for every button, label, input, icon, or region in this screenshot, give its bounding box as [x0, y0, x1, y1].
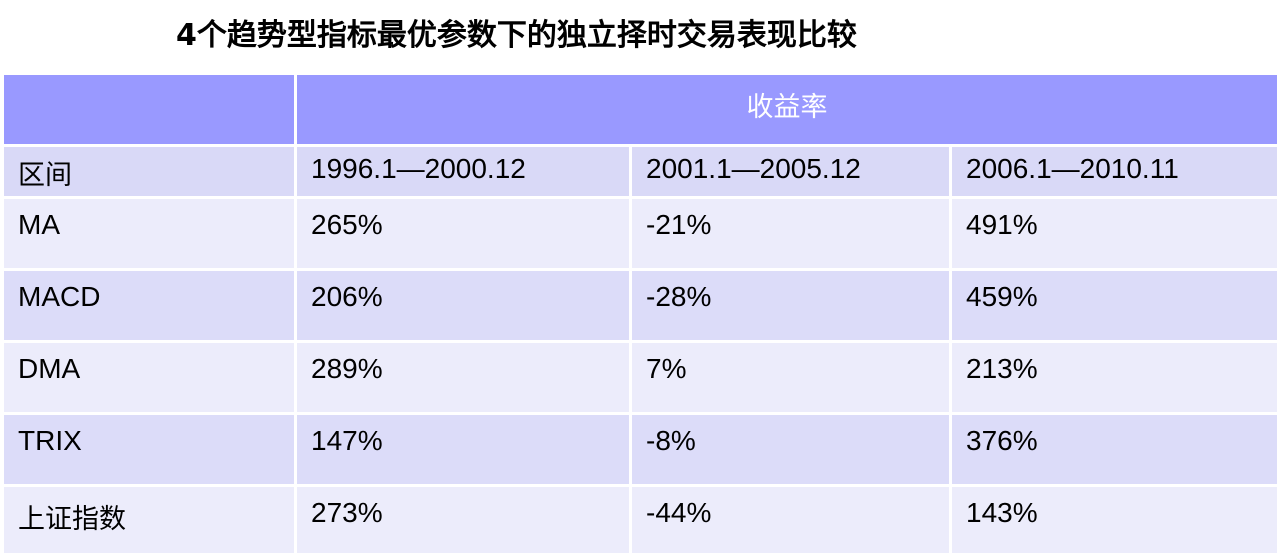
- period-header: 1996.1—2000.12: [297, 147, 632, 199]
- table-cell: 491%: [952, 199, 1277, 271]
- row-label: DMA: [4, 343, 297, 415]
- table-row: TRIX 147% -8% 376%: [4, 415, 1277, 487]
- table-cell: 143%: [952, 487, 1277, 553]
- table-cell: -44%: [632, 487, 952, 553]
- table-row: 上证指数 273% -44% 143%: [4, 487, 1277, 553]
- table-cell: -28%: [632, 271, 952, 343]
- table-row: MACD 206% -28% 459%: [4, 271, 1277, 343]
- returns-table-container: 收益率 区间 1996.1—2000.12 2001.1—2005.12 200…: [4, 75, 1277, 553]
- period-header-row: 区间 1996.1—2000.12 2001.1—2005.12 2006.1—…: [4, 147, 1277, 199]
- table-row: DMA 289% 7% 213%: [4, 343, 1277, 415]
- row-label: 上证指数: [4, 487, 297, 553]
- table-cell: 289%: [297, 343, 632, 415]
- table-cell: -8%: [632, 415, 952, 487]
- period-header: 2006.1—2010.11: [952, 147, 1277, 199]
- table-cell: 7%: [632, 343, 952, 415]
- corner-label: 区间: [4, 147, 297, 199]
- period-header: 2001.1—2005.12: [632, 147, 952, 199]
- table-cell: 376%: [952, 415, 1277, 487]
- table-cell: 459%: [952, 271, 1277, 343]
- row-label: MA: [4, 199, 297, 271]
- group-header-return-rate: 收益率: [297, 75, 1277, 147]
- table-cell: 213%: [952, 343, 1277, 415]
- table-cell: -21%: [632, 199, 952, 271]
- page-title: 4个趋势型指标最优参数下的独立择时交易表现比较: [176, 18, 857, 53]
- returns-table: 收益率 区间 1996.1—2000.12 2001.1—2005.12 200…: [4, 75, 1277, 553]
- row-label: TRIX: [4, 415, 297, 487]
- table-row: MA 265% -21% 491%: [4, 199, 1277, 271]
- row-label: MACD: [4, 271, 297, 343]
- table-cell: 147%: [297, 415, 632, 487]
- table-cell: 206%: [297, 271, 632, 343]
- table-cell: 265%: [297, 199, 632, 271]
- table-cell: 273%: [297, 487, 632, 553]
- header-empty-cell: [4, 75, 297, 147]
- table-header-row: 收益率: [4, 75, 1277, 147]
